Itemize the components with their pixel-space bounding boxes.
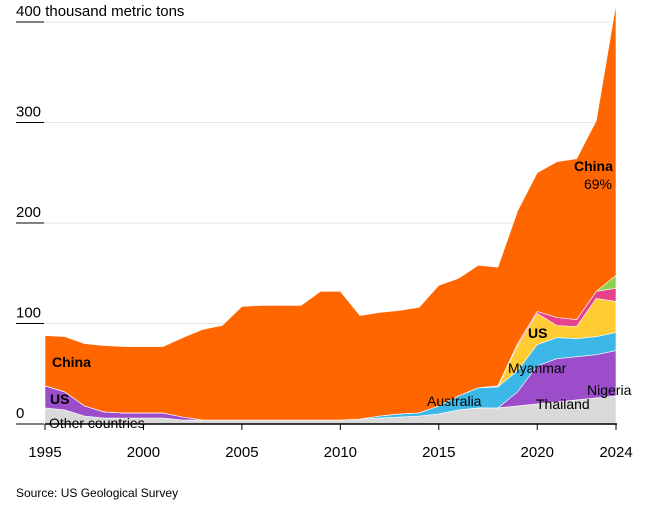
annotation-label: US (50, 391, 69, 407)
annotation-label: 69% (584, 176, 612, 192)
x-tick-label: 2015 (422, 444, 455, 461)
annotation-label: Thailand (536, 396, 590, 412)
annotation-label: Nigeria (587, 382, 632, 398)
y-tick-label: 0 (16, 405, 24, 422)
annotation-label: US (528, 325, 547, 341)
y-tick-label: 400 thousand metric tons (16, 3, 184, 20)
x-tick-label: 2020 (521, 444, 554, 461)
x-tick-label: 2000 (127, 444, 160, 461)
source-note: Source: US Geological Survey (16, 486, 179, 500)
x-tick-label: 2010 (324, 444, 357, 461)
area-china (44, 3, 617, 421)
annotation-label: China (574, 158, 613, 174)
x-tick-label: 2005 (225, 444, 258, 461)
y-tick-label: 300 (16, 104, 41, 121)
chart-svg: 0 100 200 300 400 thousand metric tons 1995 20… (16, 3, 633, 461)
x-tick-label: 2024 (599, 444, 632, 461)
annotation-label: Other countries (49, 415, 145, 431)
y-tick-label: 200 (16, 204, 41, 221)
x-tick-label: 1995 (28, 444, 61, 461)
y-tick-label: 100 (16, 305, 41, 322)
annotation-label: Myanmar (508, 360, 567, 376)
annotation-label: China (52, 354, 91, 370)
annotation-label: Australia (427, 393, 482, 409)
